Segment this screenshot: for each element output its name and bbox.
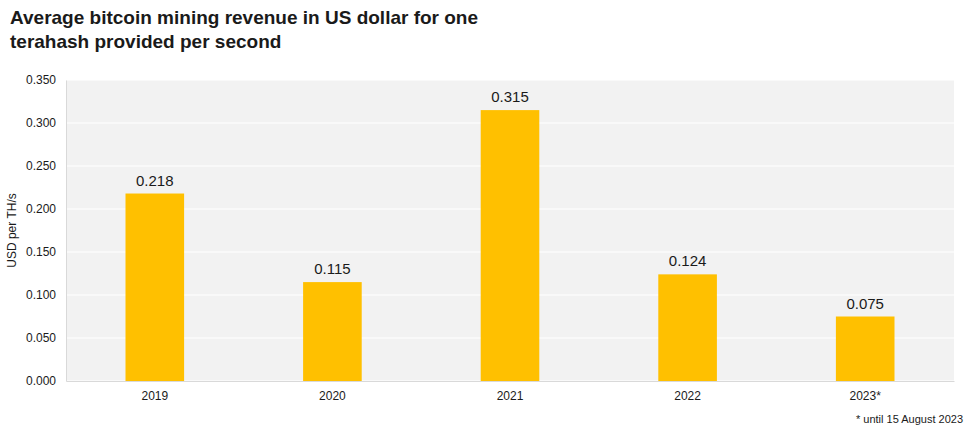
bars	[125, 110, 894, 381]
y-tick: 0.350	[26, 73, 66, 87]
y-tick: 0.050	[26, 331, 66, 345]
grid-line	[66, 79, 954, 80]
x-tick: 2022	[674, 381, 701, 403]
bar	[481, 110, 540, 381]
x-tick-label: 2023*	[850, 389, 882, 403]
x-tick: 2023*	[850, 381, 882, 403]
y-tick: 0.100	[26, 288, 66, 302]
bar	[658, 274, 717, 381]
y-axis: 0.000 0.050 0.100 0.150 0.200 0.250 0.300 0.350	[26, 73, 67, 388]
grid	[66, 80, 954, 381]
x-tick-label: 2022	[674, 389, 701, 403]
bar	[836, 317, 895, 382]
x-tick: 2021	[497, 381, 524, 403]
y-tick: 0.300	[26, 116, 66, 130]
y-axis-line	[66, 81, 67, 382]
y-tick-label: 0.200	[26, 202, 56, 216]
y-tick-label: 0.150	[26, 245, 56, 259]
plot-background	[66, 80, 954, 381]
y-tick: 0.250	[26, 159, 66, 173]
x-axis-line	[67, 381, 955, 382]
data-label: 0.075	[846, 295, 884, 312]
y-tick-label: 0.350	[26, 73, 56, 87]
data-label: 0.115	[314, 260, 350, 277]
bar	[303, 282, 362, 381]
x-tick-label: 2019	[141, 389, 168, 403]
y-tick-label: 0.100	[26, 288, 56, 302]
chart-title: Average bitcoin mining revenue in US dol…	[10, 7, 478, 52]
y-tick-label: 0.250	[26, 159, 56, 173]
x-axis: 2019 2020 2021 2022 2023*	[67, 381, 955, 403]
y-tick: 0.000	[26, 374, 66, 388]
data-label: 0.218	[136, 172, 174, 189]
bar	[125, 194, 184, 381]
y-tick-label: 0.000	[26, 374, 56, 388]
x-tick-label: 2020	[319, 389, 346, 403]
x-tick-label: 2021	[497, 389, 524, 403]
y-tick-label: 0.050	[26, 331, 56, 345]
footnote: * until 15 August 2023	[856, 413, 963, 425]
data-labels: 0.218 0.115 0.315 0.124 0.075	[136, 88, 884, 311]
y-axis-title: USD per TH/s	[5, 193, 19, 267]
x-tick: 2020	[319, 381, 346, 403]
y-tick-label: 0.300	[26, 116, 56, 130]
y-tick: 0.150	[26, 245, 66, 259]
x-tick: 2019	[141, 381, 168, 403]
y-tick: 0.200	[26, 202, 66, 216]
data-label: 0.315	[491, 88, 529, 105]
data-label: 0.124	[669, 252, 707, 269]
